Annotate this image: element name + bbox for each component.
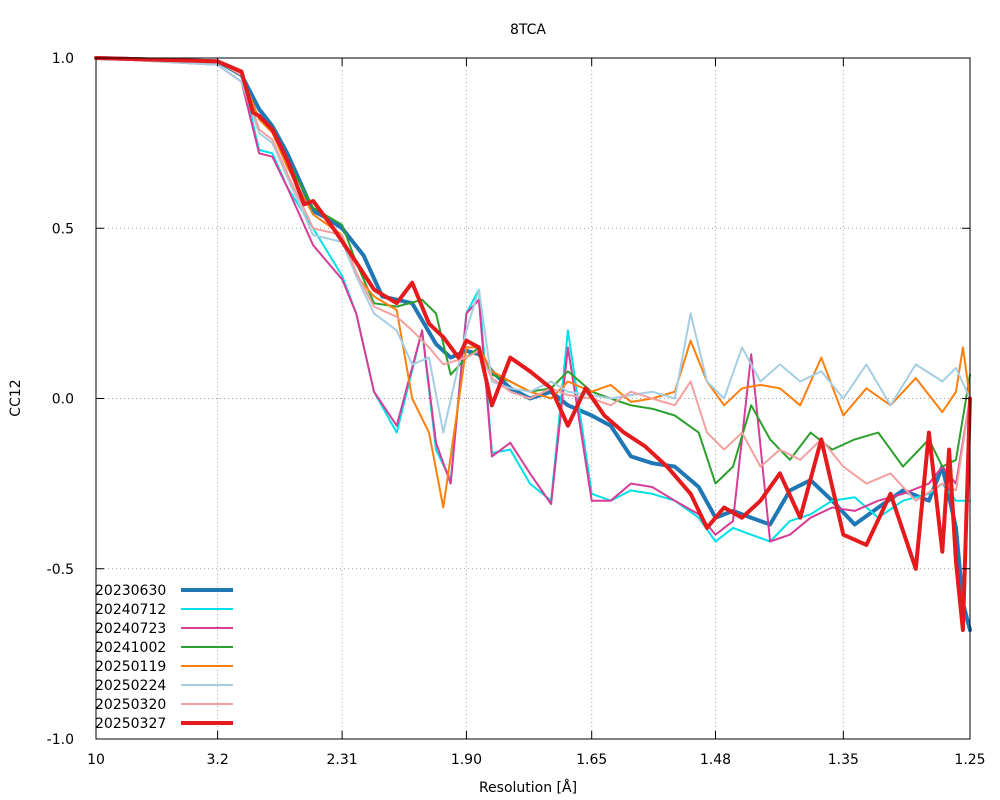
series-line-20250327 xyxy=(94,56,972,632)
legend-label: 20250119 xyxy=(95,659,166,675)
chart-title: 8TCA xyxy=(510,22,546,38)
legend-label: 20230630 xyxy=(95,583,166,599)
series-line-20230630 xyxy=(94,56,972,632)
series-line-20241002 xyxy=(95,57,971,485)
legend-label: 20250320 xyxy=(95,697,166,713)
axes: 10 3.2 2.31 1.90 1.65 1.48 1.35 1.25 1.0 0.5 0.0 -0… xyxy=(47,51,986,768)
x-tick-label: 2.31 xyxy=(327,752,358,768)
x-axis-label: Resolution [Å] xyxy=(479,779,577,796)
series-line-20250119 xyxy=(95,57,971,509)
x-tick-label: 1.35 xyxy=(828,752,859,768)
x-tick-label: 1.90 xyxy=(451,752,482,768)
legend-label: 20250224 xyxy=(95,678,166,694)
x-tick-label: 3.2 xyxy=(206,752,228,768)
y-tick-label: -1.0 xyxy=(47,732,74,748)
series-lines xyxy=(94,56,972,632)
legend: 20230630 20240712 20240723 20241002 20250119… xyxy=(95,583,233,732)
x-tick-label: 1.48 xyxy=(700,752,731,768)
series-line-20240723 xyxy=(95,57,971,543)
series-line-20250224 xyxy=(95,57,971,434)
x-tick-label: 10 xyxy=(87,752,105,768)
series-line-20240712 xyxy=(95,57,971,543)
y-tick-label: -0.5 xyxy=(47,562,74,578)
y-tick-label: 0.0 xyxy=(52,392,74,408)
legend-label: 20240723 xyxy=(95,621,166,637)
series-line-20250320 xyxy=(95,57,971,502)
y-tick-label: 1.0 xyxy=(52,51,74,67)
legend-label: 20240712 xyxy=(95,602,166,618)
x-tick-label: 1.25 xyxy=(954,752,985,768)
y-tick-label: 0.5 xyxy=(52,221,74,237)
legend-label: 20241002 xyxy=(95,640,166,656)
plot-frame xyxy=(95,57,971,740)
y-axis-label: CC12 xyxy=(8,379,24,416)
legend-label: 20250327 xyxy=(95,716,166,732)
x-tick-label: 1.65 xyxy=(576,752,607,768)
